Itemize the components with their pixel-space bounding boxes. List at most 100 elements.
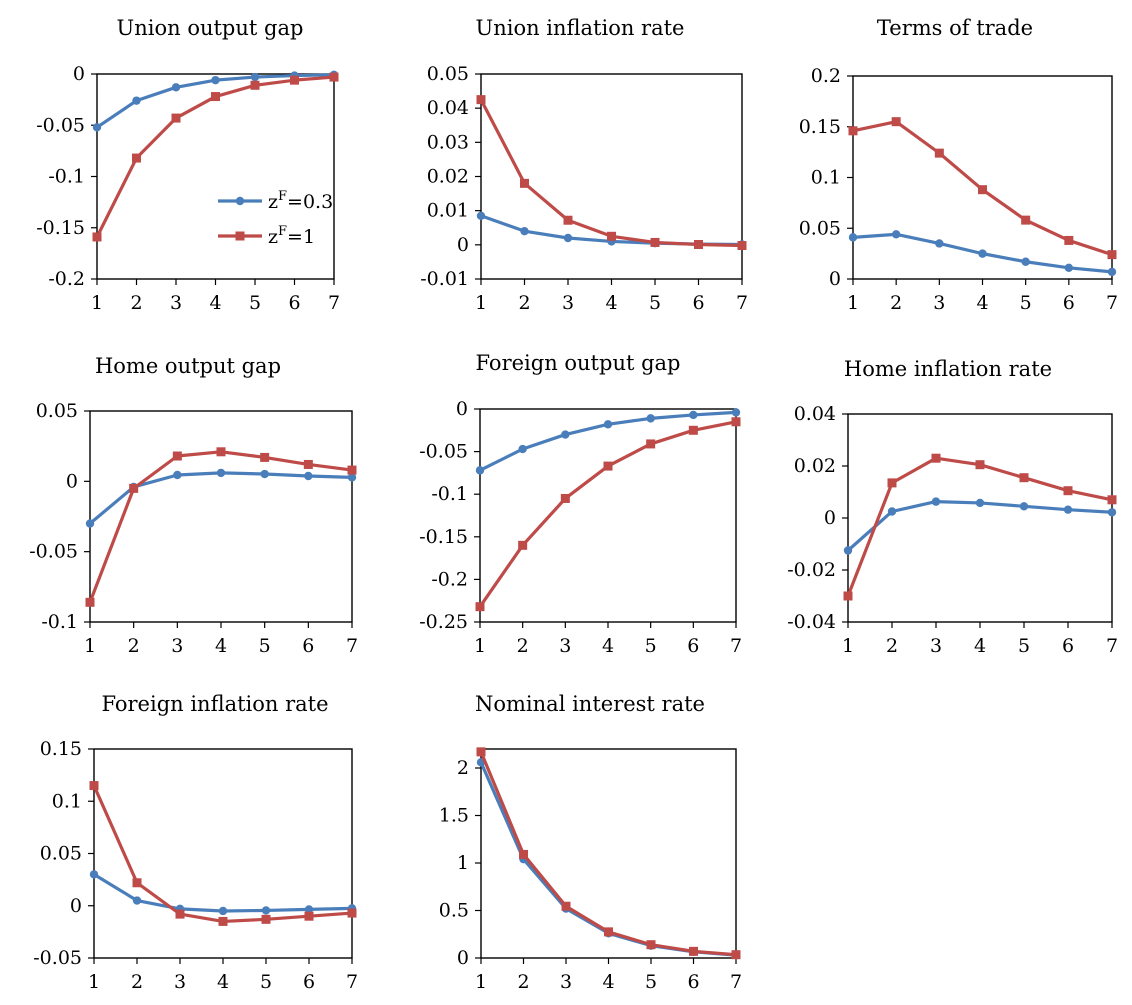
data-point bbox=[1019, 473, 1029, 483]
data-point bbox=[329, 72, 339, 82]
data-point bbox=[92, 232, 102, 242]
y-tick-label: 0.15 bbox=[799, 116, 841, 138]
data-point bbox=[216, 447, 226, 457]
chart-title: Foreign output gap bbox=[476, 351, 681, 375]
legend-marker bbox=[235, 196, 245, 206]
x-tick-label: 2 bbox=[890, 292, 902, 314]
chart-panel: Foreign output gap -0.25 -0.2 -0.15 -0.1 -0.0… bbox=[419, 351, 742, 657]
x-tick-label: 2 bbox=[517, 971, 529, 993]
plot-frame bbox=[852, 75, 1113, 280]
x-tick-label: 2 bbox=[130, 292, 142, 314]
x-tick-label: 2 bbox=[518, 292, 530, 314]
y-tick-label: 0.04 bbox=[427, 97, 469, 119]
data-point bbox=[304, 911, 314, 921]
data-point bbox=[476, 211, 486, 220]
x-tick-label: 3 bbox=[562, 292, 574, 314]
data-point bbox=[689, 410, 698, 420]
data-point bbox=[171, 113, 181, 123]
x-tick-label: 1 bbox=[847, 292, 859, 314]
data-point bbox=[347, 473, 357, 482]
chart-title: Terms of trade bbox=[877, 16, 1033, 40]
y-tick-label: 0.5 bbox=[439, 900, 469, 922]
x-tick-label: 3 bbox=[171, 635, 183, 657]
x-tick-label: 4 bbox=[209, 292, 221, 314]
x-tick-label: 4 bbox=[215, 635, 227, 657]
y-tick-label: 0 bbox=[70, 895, 82, 917]
x-tick-label: 6 bbox=[687, 971, 699, 993]
x-tick-label: 5 bbox=[1018, 635, 1030, 657]
data-point bbox=[1107, 250, 1117, 260]
data-point bbox=[843, 546, 853, 555]
chart-title: Foreign inflation rate bbox=[101, 692, 328, 716]
data-point bbox=[560, 493, 570, 503]
x-tick-label: 6 bbox=[302, 635, 314, 657]
data-point bbox=[694, 239, 703, 249]
data-point bbox=[519, 849, 528, 859]
data-point bbox=[475, 466, 485, 475]
plot-frame bbox=[93, 748, 353, 959]
data-point bbox=[646, 414, 655, 423]
data-point bbox=[211, 92, 220, 102]
chart-title: Home inflation rate bbox=[844, 357, 1052, 381]
chart-panel: Union inflation rate -0.01 0 0.01 0.02 0.03 0.… bbox=[420, 16, 748, 314]
y-tick-label: -0.02 bbox=[787, 559, 836, 581]
data-point bbox=[89, 870, 99, 879]
data-point bbox=[731, 408, 741, 417]
data-point bbox=[171, 83, 181, 92]
data-point bbox=[563, 215, 573, 225]
legend-label: zF=0.3 bbox=[268, 189, 333, 213]
data-point bbox=[931, 497, 941, 506]
data-point bbox=[475, 602, 485, 612]
series-line bbox=[92, 784, 353, 924]
x-tick-label: 3 bbox=[930, 635, 942, 657]
series-line bbox=[479, 98, 743, 248]
chart-panel: Foreign inflation rate -0.05 0 0.05 0.1 0.15 1… bbox=[33, 692, 358, 993]
data-point bbox=[689, 946, 698, 956]
x-tick-label: 1 bbox=[474, 635, 486, 657]
x-tick-label: 5 bbox=[1020, 292, 1032, 314]
data-point bbox=[561, 901, 571, 911]
data-point bbox=[1021, 257, 1030, 266]
y-tick-label: 0.1 bbox=[52, 790, 82, 812]
x-tick-label: 1 bbox=[475, 971, 487, 993]
data-point bbox=[935, 239, 944, 248]
data-point bbox=[175, 909, 185, 919]
data-point bbox=[260, 469, 269, 479]
x-tick-label: 5 bbox=[260, 971, 272, 993]
x-tick-label: 2 bbox=[131, 971, 143, 993]
chart-panel: Terms of trade 0 0.05 0.1 0.15 0.2 1 2 3 4 5 6 7 bbox=[799, 16, 1118, 314]
data-point bbox=[290, 75, 299, 85]
y-tick-label: -0.1 bbox=[41, 611, 78, 633]
y-tick-label: -0.25 bbox=[419, 611, 468, 633]
data-point bbox=[891, 230, 901, 239]
data-point bbox=[1021, 215, 1031, 225]
data-point bbox=[218, 916, 228, 926]
data-point bbox=[975, 498, 985, 508]
y-tick-label: -0.15 bbox=[36, 217, 85, 239]
x-tick-label: 7 bbox=[730, 635, 742, 657]
data-point bbox=[173, 470, 182, 480]
data-point bbox=[1064, 263, 1074, 273]
y-tick-label: 0 bbox=[456, 398, 468, 420]
y-tick-label: -0.2 bbox=[431, 568, 468, 590]
x-tick-label: 4 bbox=[974, 635, 986, 657]
y-tick-label: -0.05 bbox=[29, 541, 78, 563]
data-point bbox=[132, 96, 141, 105]
legend-label: zF=1 bbox=[268, 224, 315, 248]
data-point bbox=[85, 519, 95, 528]
data-point bbox=[132, 878, 142, 888]
x-tick-label: 2 bbox=[128, 635, 140, 657]
data-point bbox=[1107, 508, 1117, 517]
y-tick-label: 0.2 bbox=[811, 65, 841, 87]
y-tick-label: 0.03 bbox=[427, 131, 469, 153]
x-tick-label: 4 bbox=[217, 971, 229, 993]
x-tick-label: 5 bbox=[645, 635, 657, 657]
x-tick-label: 6 bbox=[692, 292, 704, 314]
data-point bbox=[260, 452, 270, 462]
data-point bbox=[975, 460, 985, 470]
x-tick-label: 7 bbox=[1106, 635, 1118, 657]
data-point bbox=[688, 425, 698, 435]
y-tick-label: 0 bbox=[66, 470, 78, 492]
data-point bbox=[132, 153, 141, 163]
